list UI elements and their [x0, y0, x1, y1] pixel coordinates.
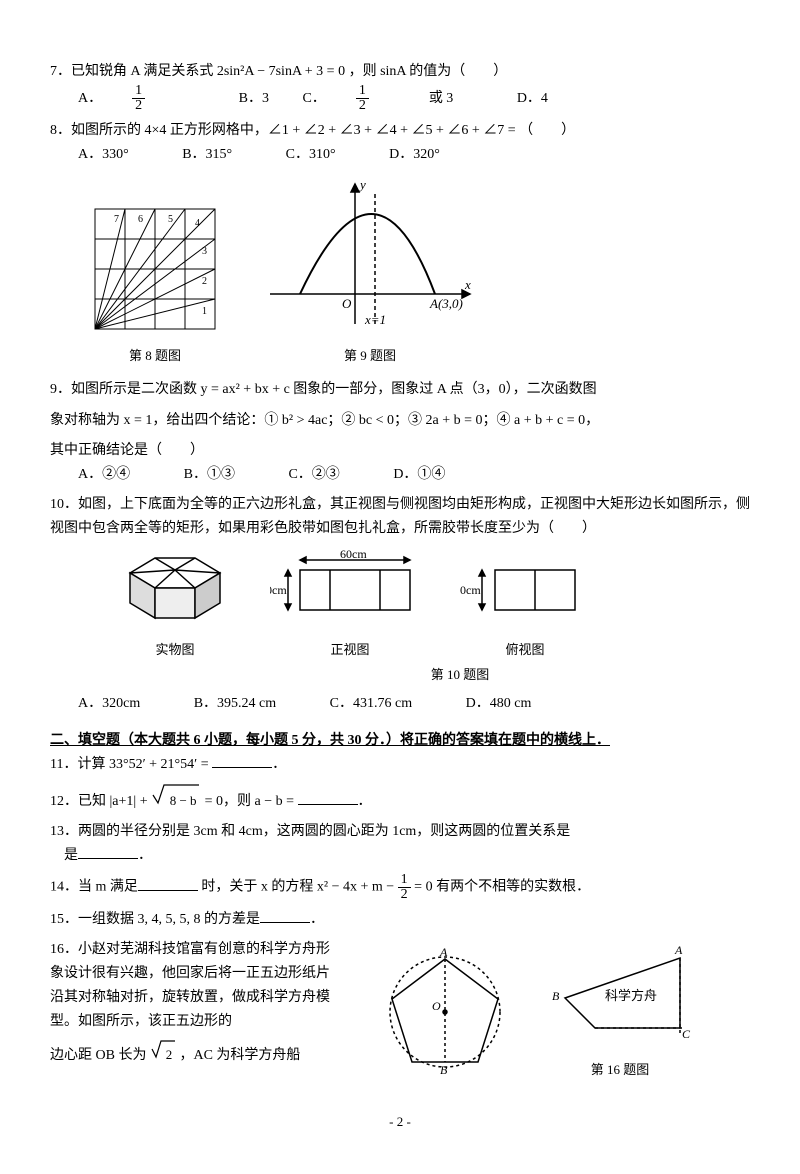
q8-options: A．330° B．315° C．310° D．320°	[78, 143, 750, 167]
svg-text:A: A	[439, 945, 448, 959]
q16-text: 16．小赵对芜湖科技馆富有创意的科学方舟形象设计很有兴趣，他回家后将一正五边形纸…	[50, 938, 330, 1033]
q8-stem: 8．如图所示的 4×4 正方形网格中，∠1 + ∠2 + ∠3 + ∠4 + ∠…	[50, 119, 750, 143]
svg-text:1: 1	[202, 306, 207, 317]
figure-q16-ship: A B C 科学方舟 第 16 题图	[540, 938, 700, 1081]
q7-stem: 7．已知锐角 A 满足关系式 2sin²A − 7sinA + 3 = 0 ，则…	[50, 60, 750, 84]
svg-text:O: O	[432, 999, 441, 1013]
blank	[78, 844, 138, 859]
svg-text:7: 7	[114, 214, 119, 225]
svg-text:6: 6	[138, 214, 143, 225]
svg-text:A: A	[674, 943, 683, 957]
q16-text2: 边心距 OB 长为 2 ，AC 为科学方舟船	[50, 1039, 330, 1068]
q13-text: 13．两圆的半径分别是 3cm 和 4cm，这两圆的圆心距为 1cm，则这两圆的…	[50, 824, 570, 839]
pentagon-icon: A O B	[380, 944, 510, 1074]
q15-text: 15．一组数据 3, 4, 5, 5, 8 的方差是	[50, 912, 260, 927]
figure-q10-front: 60cm 20cm 正视图	[270, 548, 430, 661]
q9-opt-c: C．②③	[288, 463, 339, 487]
blank	[298, 790, 358, 805]
figure-q8: 7 6 5 4 3 2 1 第 8 题图	[90, 204, 220, 367]
question-15: 15．一组数据 3, 4, 5, 5, 8 的方差是．	[50, 908, 750, 932]
q14-text-b: 时，关于 x 的方程 x² − 4x + m −	[201, 880, 397, 895]
page-number: - 2 -	[50, 1111, 750, 1133]
svg-text:3: 3	[202, 246, 207, 257]
q11-text: 11．计算 33°52′ + 21°54′ =	[50, 757, 212, 772]
figure-row-8-9: 7 6 5 4 3 2 1 第 8 题图 y x O	[90, 174, 750, 367]
svg-text:20cm: 20cm	[460, 583, 481, 597]
figure-row-10: 实物图 60cm 20cm 正视图	[110, 548, 750, 661]
q10-top-label: 俯视图	[460, 639, 590, 661]
q9-options: A．②④ B．①③ C．②③ D．①④	[78, 463, 750, 487]
q9-stem: 9．如图所示是二次函数 y = ax² + bx + c 图象的一部分，图象过 …	[50, 378, 750, 402]
q14-text-a: 14．当 m 满足	[50, 880, 138, 895]
q8-opt-d: D．320°	[389, 143, 440, 167]
q9-opt-a: A．②④	[78, 463, 130, 487]
figure-q9: y x O A(3,0) x=1 第 9 题图	[260, 174, 480, 367]
q12-text-a: 12．已知 |a+1| +	[50, 794, 151, 809]
q9-caption: 第 9 题图	[260, 345, 480, 367]
blank	[212, 753, 272, 768]
svg-text:x: x	[464, 277, 471, 292]
question-10: 10．如图，上下底面为全等的正六边形礼盒，其正视图与侧视图均由矩形构成，正视图中…	[50, 493, 750, 541]
q10-opt-c: C．431.76 cm	[330, 692, 412, 716]
q10-caption: 第 10 题图	[170, 664, 750, 686]
q7-options: A．12 B．3 C．12 或 3 D．4	[78, 84, 750, 113]
question-7: 7．已知锐角 A 满足关系式 2sin²A − 7sinA + 3 = 0 ，则…	[50, 60, 750, 113]
q10-real-label: 实物图	[110, 639, 240, 661]
q8-caption: 第 8 题图	[90, 345, 220, 367]
q10-opt-a: A．320cm	[78, 692, 140, 716]
svg-text:x=1: x=1	[364, 312, 386, 327]
q8-opt-b: B．315°	[182, 143, 232, 167]
q9-stem3: 其中正确结论是（ ）	[50, 439, 750, 463]
svg-text:B: B	[552, 989, 560, 1003]
q8-opt-c: C．310°	[286, 143, 336, 167]
q12-text-b: = 0，则 a − b =	[205, 794, 298, 809]
svg-text:O: O	[342, 296, 352, 311]
question-11: 11．计算 33°52′ + 21°54′ = ．	[50, 753, 750, 777]
question-12: 12．已知 |a+1| + 8 − b = 0，则 a − b = ．	[50, 783, 750, 814]
svg-text:科学方舟: 科学方舟	[605, 988, 657, 1003]
q8-opt-a: A．330°	[78, 143, 129, 167]
q7-opt-c: C．12 或 3	[302, 84, 483, 113]
figure-q10-real: 实物图	[110, 548, 240, 661]
hexagon-box-icon	[110, 548, 240, 628]
q9-opt-d: D．①④	[393, 463, 445, 487]
section-2-title: 二、填空题（本大题共 6 小题，每小题 5 分，共 30 分．）将正确的答案填在…	[50, 729, 750, 753]
q9-opt-b: B．①③	[184, 463, 235, 487]
svg-text:B: B	[440, 1063, 448, 1074]
svg-text:4: 4	[195, 218, 200, 229]
q14-text-c: = 0 有两个不相等的实数根．	[414, 880, 590, 895]
svg-text:5: 5	[168, 214, 173, 225]
figure-q16-pentagon: A O B	[380, 944, 510, 1081]
grid-fan-icon: 7 6 5 4 3 2 1	[90, 204, 220, 334]
q7-opt-d: D．4	[517, 87, 548, 111]
q16-caption: 第 16 题图	[540, 1059, 700, 1081]
q10-stem: 10．如图，上下底面为全等的正六边形礼盒，其正视图与侧视图均由矩形构成，正视图中…	[50, 493, 750, 541]
q10-opt-d: D．480 cm	[466, 692, 532, 716]
svg-text:C: C	[682, 1027, 691, 1041]
q7-opt-b: B．3	[239, 87, 269, 111]
q7-opt-a: A．12	[78, 84, 205, 113]
question-16: 16．小赵对芜湖科技馆富有创意的科学方舟形象设计很有兴趣，他回家后将一正五边形纸…	[50, 938, 750, 1081]
svg-text:y: y	[358, 177, 366, 192]
svg-text:20cm: 20cm	[270, 583, 287, 597]
blank	[260, 908, 310, 923]
question-14: 14．当 m 满足 时，关于 x 的方程 x² − 4x + m − 12 = …	[50, 873, 750, 902]
svg-text:2: 2	[202, 276, 207, 287]
q9-stem2: 象对称轴为 x = 1，给出四个结论：① b² > 4ac；② bc < 0；③…	[50, 409, 750, 433]
q10-opt-b: B．395.24 cm	[194, 692, 276, 716]
top-view-icon: 20cm	[460, 548, 590, 628]
ship-icon: A B C 科学方舟	[540, 938, 700, 1048]
q10-front-label: 正视图	[270, 639, 430, 661]
question-9: 9．如图所示是二次函数 y = ax² + bx + c 图象的一部分，图象过 …	[50, 378, 750, 487]
svg-text:60cm: 60cm	[340, 548, 367, 561]
parabola-icon: y x O A(3,0) x=1	[260, 174, 480, 334]
blank	[138, 876, 198, 891]
svg-text:A(3,0): A(3,0)	[429, 296, 463, 311]
q10-options: A．320cm B．395.24 cm C．431.76 cm D．480 cm	[78, 692, 750, 716]
front-view-icon: 60cm 20cm	[270, 548, 430, 628]
figure-q10-top: 20cm 俯视图	[460, 548, 590, 661]
question-8: 8．如图所示的 4×4 正方形网格中，∠1 + ∠2 + ∠3 + ∠4 + ∠…	[50, 119, 750, 167]
question-13: 13．两圆的半径分别是 3cm 和 4cm，这两圆的圆心距为 1cm，则这两圆的…	[50, 820, 750, 868]
